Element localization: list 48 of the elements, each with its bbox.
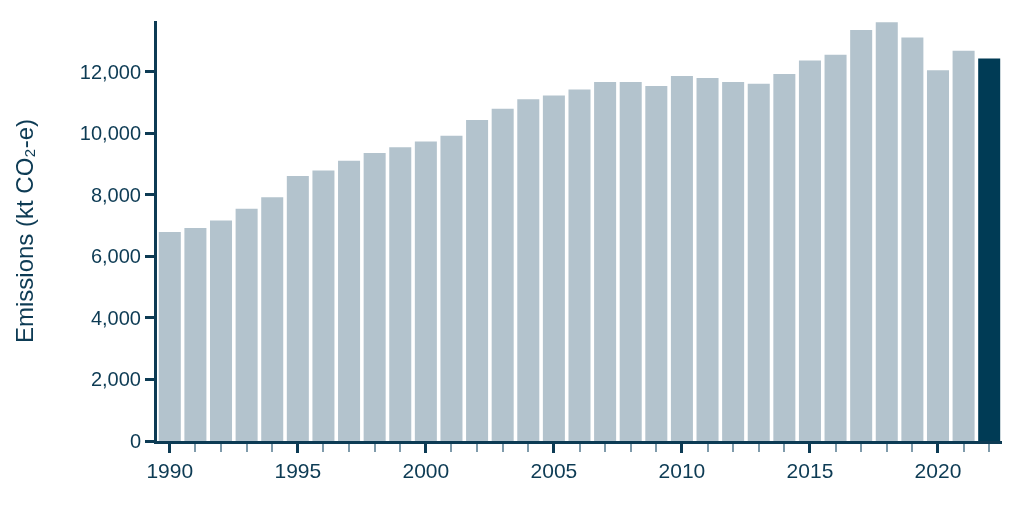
y-axis-title: Emissions (kt CO₂-e) xyxy=(10,118,38,344)
x-tick-label: 2010 xyxy=(658,459,706,483)
x-tick-label: 2020 xyxy=(914,459,962,483)
bar xyxy=(645,85,668,441)
y-tick-label: 2,000 xyxy=(90,368,141,391)
bar xyxy=(901,37,924,441)
bar xyxy=(210,220,233,441)
bar xyxy=(312,170,335,441)
bar xyxy=(286,176,309,441)
bar xyxy=(235,208,258,441)
bar xyxy=(414,141,437,441)
y-tick-label: 4,000 xyxy=(90,306,141,329)
x-tick-label: 2015 xyxy=(786,459,834,483)
bar xyxy=(440,135,463,441)
y-tick-label: 8,000 xyxy=(90,183,141,206)
bar xyxy=(952,50,975,441)
bar xyxy=(747,83,770,441)
bar xyxy=(338,160,361,441)
x-tick-label: 1995 xyxy=(274,459,322,483)
bar xyxy=(850,29,873,441)
bar xyxy=(875,22,898,441)
bar xyxy=(363,153,386,441)
y-tick-label: 6,000 xyxy=(90,245,141,268)
bar xyxy=(542,95,565,441)
bar xyxy=(517,99,540,441)
x-tick-label: 2000 xyxy=(402,459,450,483)
bar xyxy=(491,108,514,441)
x-tick-label: 2005 xyxy=(530,459,578,483)
bar xyxy=(722,81,745,441)
bar xyxy=(696,77,719,441)
y-tick-label: 0 xyxy=(129,430,141,452)
bar xyxy=(389,147,412,441)
y-tick-label: 10,000 xyxy=(79,122,141,145)
bar xyxy=(594,81,617,441)
bar xyxy=(824,54,847,441)
bar xyxy=(978,58,1001,441)
bar xyxy=(773,73,796,441)
y-tick-label: 12,000 xyxy=(79,60,141,83)
bar xyxy=(568,89,591,441)
bar xyxy=(184,228,207,441)
bar xyxy=(926,70,949,441)
bar xyxy=(158,232,181,441)
x-tick-label: 1990 xyxy=(146,459,194,483)
bar xyxy=(466,120,489,441)
bar xyxy=(619,81,642,441)
bar xyxy=(670,76,693,441)
bar xyxy=(261,197,284,441)
bar xyxy=(798,60,821,441)
